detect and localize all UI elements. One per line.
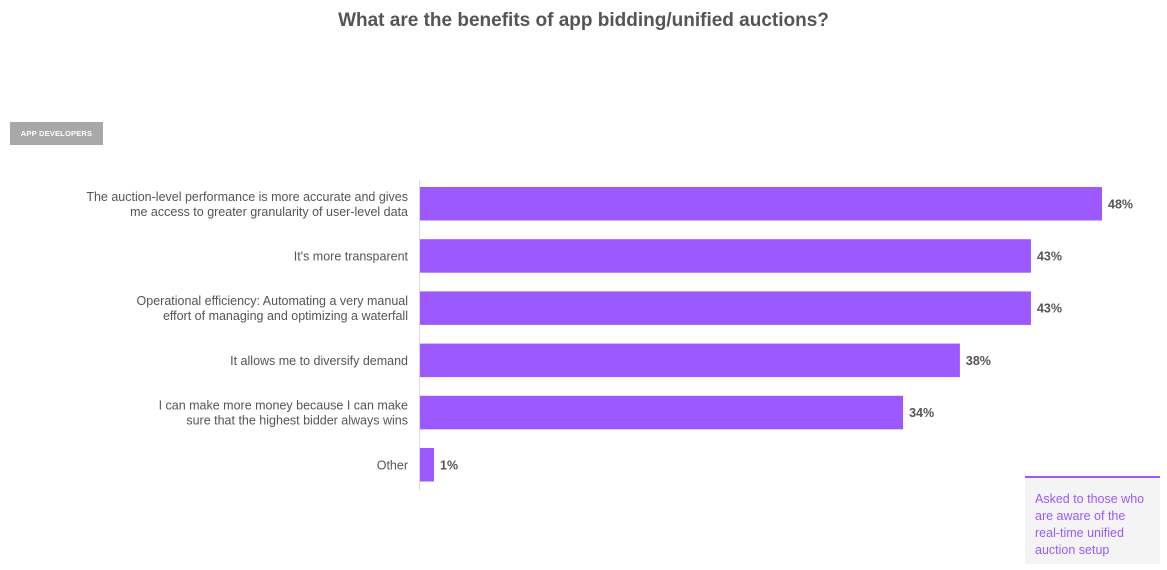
- category-label-4-line-1: sure that the highest bidder always wins: [186, 414, 408, 428]
- category-label-1-line-0: It's more transparent: [294, 249, 409, 263]
- category-label-0-line-0: The auction-level performance is more ac…: [86, 190, 408, 204]
- chart-title: What are the benefits of app bidding/uni…: [338, 10, 829, 31]
- bar-3: [420, 343, 960, 378]
- bar-1: [420, 239, 1031, 273]
- category-label-4-line-0: I can make more money because I can make: [159, 399, 408, 413]
- category-label-0-line-1: me access to greater granularity of user…: [130, 205, 408, 219]
- segment-badge: APP DEVELOPERS: [10, 122, 103, 145]
- value-label-1: 43%: [1037, 249, 1062, 263]
- bar-2: [420, 291, 1031, 325]
- category-label-2-line-0: Operational efficiency: Automating a ver…: [137, 294, 408, 308]
- category-label-5-line-0: Other: [377, 458, 408, 472]
- bar-5: [420, 448, 434, 482]
- footnote-box: Asked to those who are aware of the real…: [1025, 476, 1160, 564]
- value-label-3: 38%: [966, 354, 991, 368]
- value-label-5: 1%: [440, 458, 458, 472]
- category-label-2-line-1: effort of managing and optimizing a wate…: [163, 309, 408, 323]
- value-label-4: 34%: [909, 406, 934, 420]
- bar-0: [420, 187, 1102, 221]
- bar-4: [420, 395, 904, 430]
- category-label-3-line-0: It allows me to diversify demand: [230, 354, 408, 368]
- value-label-2: 43%: [1037, 302, 1062, 316]
- value-label-0: 48%: [1108, 197, 1133, 211]
